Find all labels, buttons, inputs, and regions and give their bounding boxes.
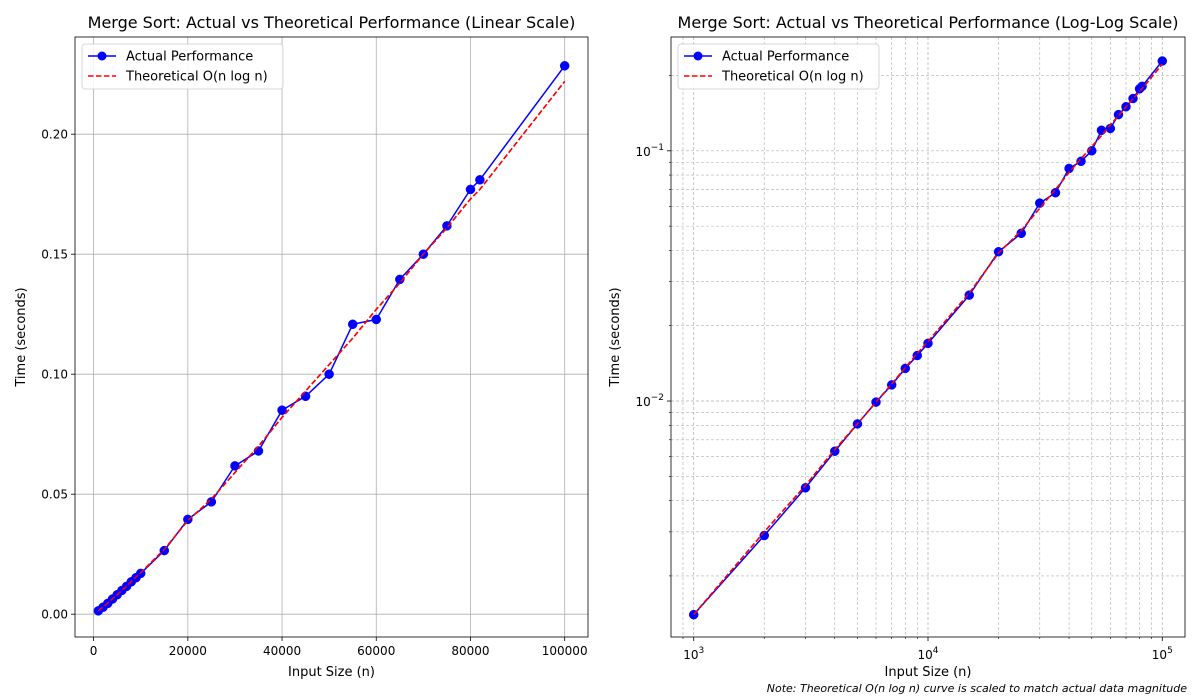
data-point-actual xyxy=(371,314,382,325)
data-point-actual xyxy=(800,483,811,493)
x-axis-label: Input Size (n) xyxy=(885,665,972,680)
data-point-actual xyxy=(442,221,452,231)
figure-note: Note: Theoretical O(n log n) curve is sc… xyxy=(766,682,1187,695)
tick-label-x: 103 xyxy=(683,646,704,662)
legend-box xyxy=(81,43,284,90)
plot-frame xyxy=(74,36,589,638)
tick-label-x: 80000 xyxy=(451,644,489,658)
tick-label-x: 60000 xyxy=(357,644,395,658)
data-point-actual xyxy=(1035,198,1045,208)
legend-label-actual: Actual Performance xyxy=(126,50,253,65)
tick-label-y: 10−1 xyxy=(635,143,664,159)
data-point-actual xyxy=(1016,228,1026,239)
series-line-actual xyxy=(97,65,566,612)
legend: Actual Performance Theoretical O(n log n) xyxy=(81,43,284,90)
tick-label-y: 10−2 xyxy=(635,393,664,409)
series-line-theoretical-overlay xyxy=(693,63,1163,616)
data-point-actual xyxy=(230,461,240,471)
data-point-actual xyxy=(324,369,334,379)
data-point-actual xyxy=(1096,125,1107,136)
data-point-actual xyxy=(923,338,933,349)
y-axis-label: Time (seconds) xyxy=(608,287,623,387)
tick-label-y: 0.10 xyxy=(41,368,68,382)
data-point-actual xyxy=(1157,56,1168,66)
tick-label-y: 0.05 xyxy=(41,488,68,502)
tick-label-x: 104 xyxy=(917,646,938,662)
data-point-actual xyxy=(465,184,476,195)
legend-marker-actual xyxy=(693,51,703,61)
legend-label-actual: Actual Performance xyxy=(722,50,849,65)
tick-label-x: 20000 xyxy=(169,644,207,658)
data-point-actual xyxy=(183,514,193,525)
data-point-actual xyxy=(912,350,923,361)
legend-marker-actual xyxy=(97,51,107,61)
data-point-actual xyxy=(206,497,217,507)
tick-label-x: 100000 xyxy=(542,644,588,658)
tick-label-y: 0.00 xyxy=(41,608,68,622)
x-axis-label: Input Size (n) xyxy=(288,665,375,680)
legend: Actual Performance Theoretical O(n log n) xyxy=(677,43,880,90)
chart-panel-2: 103 104 105 10−2 10−1 Merge Sort: Actual vs T… xyxy=(608,13,1186,680)
data-point-actual xyxy=(253,446,264,456)
series-line-theoretical-overlay xyxy=(97,80,566,612)
data-point-actual xyxy=(300,391,311,402)
y-axis-label: Time (seconds) xyxy=(14,287,29,387)
tick-label-x: 105 xyxy=(1152,646,1173,662)
data-point-actual xyxy=(475,175,485,185)
legend-label-theoretical: Theoretical O(n log n) xyxy=(125,70,268,85)
tick-label-y: 0.20 xyxy=(41,128,68,142)
data-point-actual xyxy=(559,61,570,71)
data-point-actual xyxy=(1076,156,1086,167)
data-point-actual xyxy=(964,290,975,300)
data-point-actual xyxy=(1137,81,1147,92)
data-point-actual xyxy=(159,545,170,556)
legend-box xyxy=(677,43,880,90)
data-point-actual xyxy=(1050,187,1061,198)
chart-title: Merge Sort: Actual vs Theoretical Perfor… xyxy=(88,13,576,32)
tick-label-y: 0.15 xyxy=(41,248,68,262)
data-point-actual xyxy=(277,405,287,415)
data-point-actual xyxy=(993,246,1004,257)
data-point-actual xyxy=(347,319,358,330)
data-point-actual xyxy=(830,446,840,456)
chart-panel-1: 0 20000 40000 60000 80000 100000 0.00 0.05 0.10 0… xyxy=(14,13,589,680)
chart-title: Merge Sort: Actual vs Theoretical Perfor… xyxy=(678,13,1179,32)
tick-label-x: 40000 xyxy=(263,644,301,658)
legend-label-theoretical: Theoretical O(n log n) xyxy=(721,70,864,85)
tick-label-x: 0 xyxy=(90,644,98,658)
